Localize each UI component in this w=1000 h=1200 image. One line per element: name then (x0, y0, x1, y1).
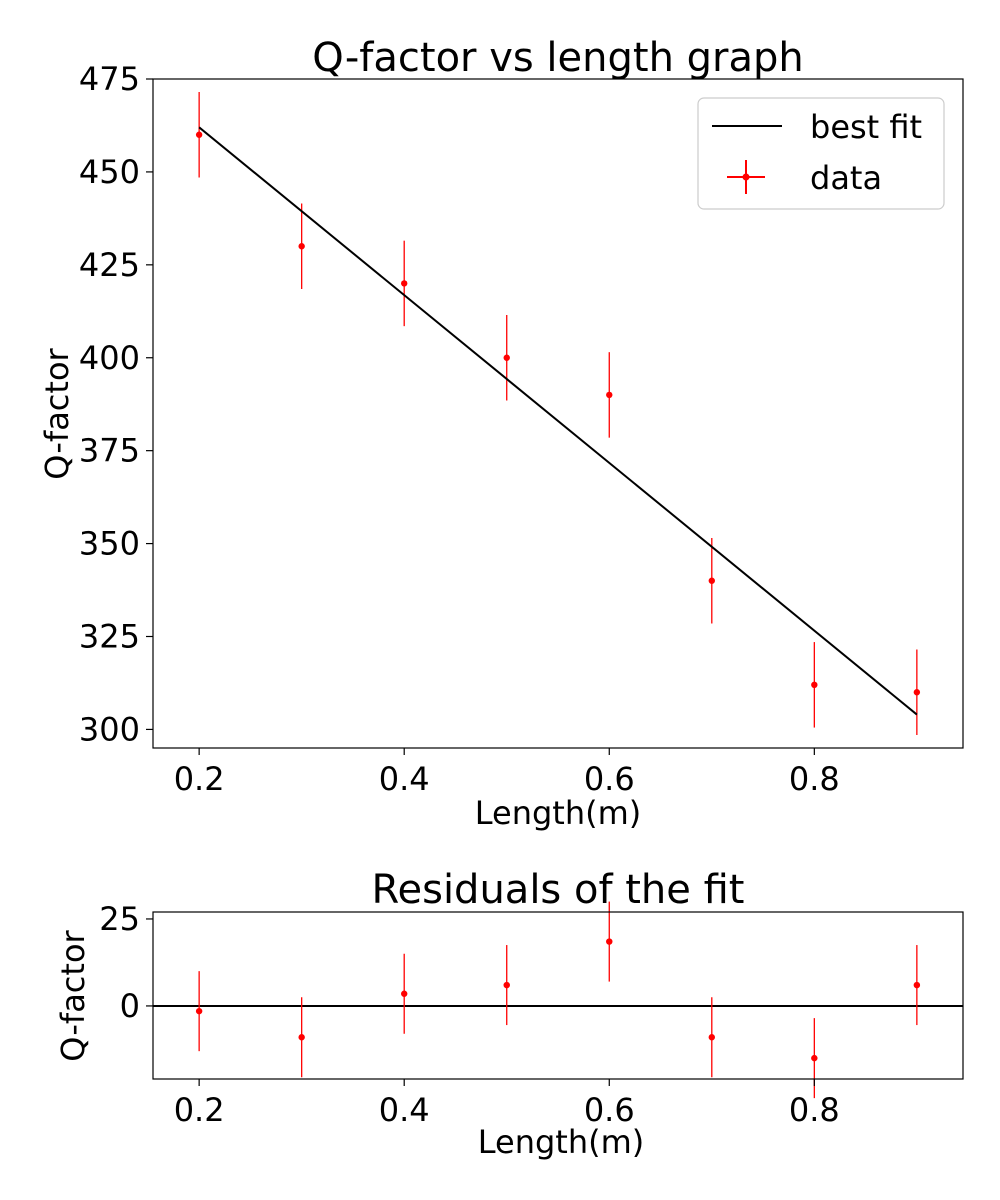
residuals-chart-x-tick-label: 0.4 (379, 1091, 430, 1129)
main-chart-x-tick-label: 0.4 (379, 760, 430, 798)
main-chart: Q-factor vs length graph 0.2 0.4 0.6 0.8 300… (38, 35, 964, 832)
legend-data-swatch-marker (742, 173, 750, 181)
residuals-chart-y-tick-label: 0 (120, 987, 140, 1025)
residuals-chart-data-point (708, 1034, 715, 1041)
residuals-chart: Residuals of the fit 0.2 0.4 0.6 0.8 0 25 Len… (54, 867, 964, 1161)
main-chart-y-tick-label: 400 (79, 339, 140, 377)
main-chart-y-tick-label: 325 (79, 618, 140, 656)
main-chart-y-tick-label: 475 (79, 60, 140, 98)
legend: best fit data (697, 97, 945, 210)
residuals-chart-x-tick-label: 0.8 (789, 1091, 840, 1129)
main-chart-axes: 0.2 0.4 0.6 0.8 300 325 350 375 400 425 450 475 (79, 60, 964, 798)
residuals-chart-x-axis-label: Length(m) (478, 1123, 645, 1161)
main-chart-y-tick-label: 425 (79, 246, 140, 284)
legend-best-fit-label: best fit (810, 108, 922, 146)
residuals-chart-data-point (811, 1054, 818, 1062)
main-chart-data-point (195, 131, 203, 138)
residuals-chart-x-tick-label: 0.2 (174, 1091, 225, 1129)
main-chart-best-fit-line (198, 126, 918, 716)
main-chart-x-tick-label: 0.2 (174, 760, 225, 798)
residuals-chart-marks (153, 901, 963, 1099)
residuals-chart-data-point (401, 990, 408, 997)
main-chart-plot-frame (152, 78, 964, 749)
residuals-chart-plot-frame (152, 911, 964, 1080)
residuals-chart-data-point (606, 938, 613, 945)
main-chart-y-tick-label: 450 (79, 153, 140, 191)
main-chart-data-point (503, 354, 510, 361)
main-chart-x-tick-label: 0.6 (584, 760, 635, 798)
main-chart-data-point (811, 681, 818, 689)
main-chart-y-axis-label: Q-factor (38, 347, 76, 479)
main-chart-data-point (708, 577, 715, 584)
main-chart-y-tick-label: 375 (79, 432, 140, 470)
main-chart-y-tick-label: 350 (79, 525, 140, 563)
main-chart-data-point (401, 280, 408, 287)
residuals-chart-data-point (298, 1034, 305, 1041)
residuals-chart-data-point (503, 981, 510, 989)
legend-data-label: data (810, 159, 882, 197)
main-chart-x-tick-label: 0.8 (789, 760, 840, 798)
main-chart-title: Q-factor vs length graph (312, 35, 803, 81)
main-chart-y-tick-label: 300 (79, 710, 140, 748)
main-chart-data-point (298, 243, 305, 250)
residuals-chart-data-point (913, 981, 921, 989)
main-chart-data-point (913, 689, 921, 696)
residuals-chart-y-tick-label: 25 (99, 900, 140, 938)
main-chart-marks (195, 92, 921, 735)
residuals-chart-axes: 0.2 0.4 0.6 0.8 0 25 (99, 900, 964, 1129)
main-chart-x-axis-label: Length(m) (475, 794, 642, 832)
residuals-chart-y-axis-label: Q-factor (54, 929, 92, 1061)
residuals-chart-title: Residuals of the fit (372, 867, 745, 913)
main-chart-data-point (606, 391, 613, 399)
residuals-chart-data-point (195, 1007, 203, 1015)
residuals-chart-x-tick-label: 0.6 (584, 1091, 635, 1129)
